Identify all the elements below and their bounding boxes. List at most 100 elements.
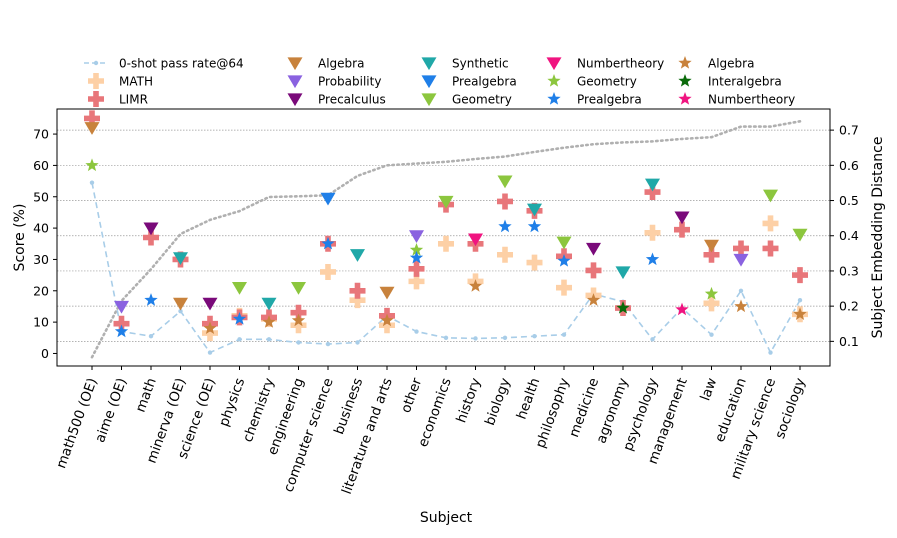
x-tick-label: history: [453, 376, 484, 425]
limr-plus-point: [84, 110, 100, 127]
y2-tick-label: 0.2: [839, 299, 859, 314]
algebra-star-point: [380, 313, 394, 327]
synthetic-tri-point: [173, 252, 188, 265]
precalculus-tri-point: [143, 222, 159, 236]
y2-tick-label: 0.1: [839, 334, 859, 349]
precalculus-tri-point: [202, 297, 218, 311]
algebra-star-point: [734, 299, 748, 313]
axes: 0 10 20 30 40 50 60 70 0.1 0.2 0.3 0.4 0.5 0.6 0.7 math…: [33, 123, 859, 497]
pass-rate-point: [325, 341, 331, 347]
math-plus-point: [349, 292, 366, 309]
legend-label: Algebra: [708, 57, 754, 71]
pass-rate-point: [89, 180, 95, 185]
pass-rate-point: [797, 297, 803, 303]
pass-rate-point: [178, 308, 183, 314]
pass-rate-point: [296, 340, 301, 345]
math-plus-point: [644, 224, 661, 241]
math-plus-point: [556, 279, 572, 296]
algebra-star-point: [291, 313, 306, 327]
legend-swatch: [421, 57, 437, 71]
limr-plus-point: [792, 267, 808, 284]
geometry-tri-point: [497, 175, 513, 189]
pass-rate-point: [443, 335, 449, 340]
probability-tri-point: [114, 300, 129, 314]
algebra-star-point: [586, 293, 601, 306]
geometry-star-point: [704, 286, 719, 300]
limr-plus-point: [143, 229, 159, 246]
distance-line: [90, 120, 802, 359]
y-tick-label: 0: [41, 346, 49, 361]
math-plus-point: [762, 215, 779, 232]
legend-swatch: [287, 93, 303, 107]
geometry-star-point: [85, 158, 99, 172]
math-plus-point: [526, 254, 543, 271]
x-tick-label: math500 (OE): [53, 376, 101, 471]
legend-swatch: [678, 92, 692, 105]
legend-label: 0-shot pass rate@64: [119, 57, 244, 71]
math-plus-point: [497, 246, 513, 263]
algebra-star-point: [262, 315, 276, 328]
x-tick-label: other: [398, 375, 425, 415]
y2-tick-label: 0.7: [839, 123, 859, 138]
numbertheory-star-point: [675, 302, 689, 316]
interalgebra-star-point: [616, 301, 630, 314]
y2-tick-label: 0.3: [839, 263, 859, 278]
pass-rate-point: [414, 329, 419, 334]
prealgebra-star-point: [144, 293, 158, 306]
legend-swatch: [547, 74, 561, 87]
precalculus-tri-point: [674, 211, 690, 225]
algebra-tri-point: [704, 239, 719, 253]
limr-plus-point: [703, 246, 720, 263]
legend-swatch: [547, 92, 561, 105]
legend-swatch: [88, 73, 104, 89]
limr-plus-point: [113, 315, 130, 332]
x-tick-label: physics: [216, 376, 248, 429]
y2-tick-label: 0.6: [839, 158, 859, 173]
plot-frame: [56, 108, 831, 367]
geometry-tri-point: [763, 189, 778, 203]
probability-tri-point: [733, 253, 749, 267]
limr-plus-point: [497, 193, 513, 210]
y-tick-label: 20: [33, 283, 49, 298]
legend-label: Interalgebra: [708, 75, 782, 89]
y-tick-label: 50: [33, 189, 49, 204]
math-plus-point: [379, 317, 395, 334]
limr-plus-point: [349, 282, 366, 299]
legend-label: Probability: [318, 75, 381, 89]
legend: 0-shot pass rate@64 MATH LIMR Algebra Probab…: [84, 56, 795, 107]
prealgebra-star-point: [527, 219, 542, 233]
algebra-tri-point: [84, 122, 100, 135]
legend-swatch: [678, 56, 692, 69]
limr-plus-point: [585, 262, 602, 279]
math-plus-point: [408, 273, 425, 290]
legend-swatch: [678, 74, 692, 87]
x-tick-label: law: [697, 376, 720, 403]
math-plus-point: [202, 325, 218, 342]
pass-rate-point: [355, 340, 360, 345]
prealgebra-star-point: [409, 250, 424, 264]
prealgebra-star-point: [557, 254, 571, 267]
y2-tick-label: 0.5: [839, 193, 859, 208]
geometry-tri-point: [291, 282, 306, 295]
limr-plus-point: [290, 304, 307, 321]
limr-plus-point: [644, 184, 661, 201]
probability-tri-point: [409, 230, 424, 244]
x-axis-label: Subject: [420, 510, 473, 526]
legend-swatch: [421, 93, 437, 107]
pass-rate-point: [709, 332, 714, 337]
prealgebra-star-point: [498, 219, 512, 233]
legend-swatch: [546, 57, 562, 71]
algebra-star-point: [203, 321, 217, 335]
pass-rate-point: [237, 337, 242, 342]
y-tick-label: 10: [33, 315, 49, 330]
pass-rate-point: [473, 336, 478, 341]
pass-rate-point: [650, 337, 655, 342]
numbertheory-tri-point: [468, 233, 483, 247]
geometry-star-point: [409, 243, 424, 256]
geometry-tri-point: [556, 236, 572, 250]
algebra-star-point: [793, 307, 807, 320]
math-plus-point: [290, 317, 307, 334]
geometry-tri-point: [438, 195, 454, 209]
synthetic-tri-point: [615, 266, 631, 280]
legend-label: Numbertheory: [577, 57, 664, 71]
